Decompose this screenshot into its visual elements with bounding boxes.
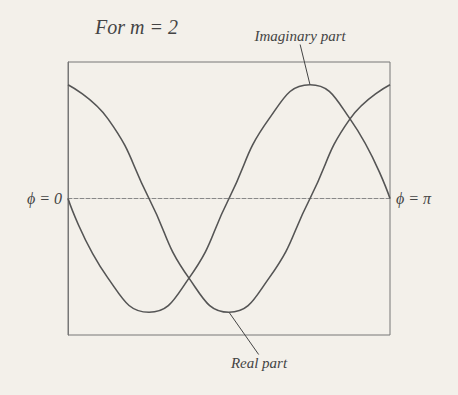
svg-text:Imaginary part: Imaginary part — [253, 28, 346, 44]
svg-text:ϕ = 0: ϕ = 0 — [27, 190, 62, 208]
svg-text:For m = 2: For m = 2 — [94, 16, 178, 38]
svg-text:ϕ = π: ϕ = π — [396, 190, 432, 208]
svg-text:Real part: Real part — [230, 355, 288, 371]
